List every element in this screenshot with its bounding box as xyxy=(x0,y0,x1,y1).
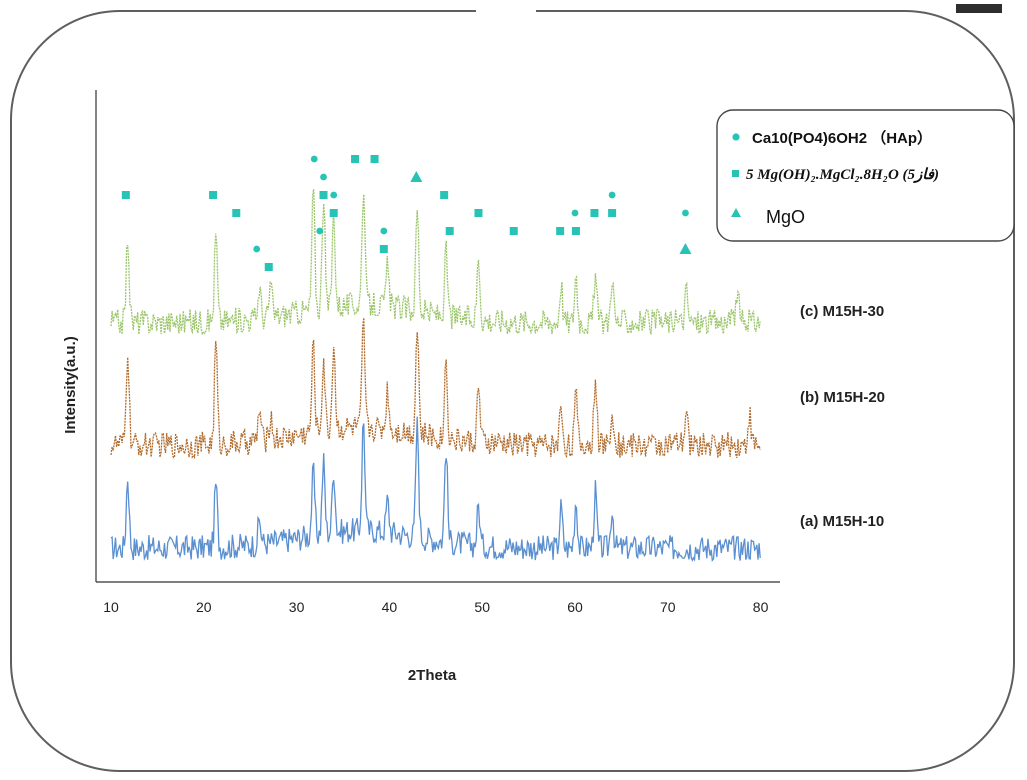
x-tick-label-40: 40 xyxy=(382,599,398,615)
x-tick-label-20: 20 xyxy=(196,599,212,615)
phase-marker-square-14 xyxy=(379,245,388,253)
series-label-b: (b) M15H-20 xyxy=(800,389,885,406)
phase-marker-triangle-27 xyxy=(679,243,692,254)
y-axis-title: Intensity(a.u.) xyxy=(62,336,79,434)
phase-marker-square-2 xyxy=(232,209,241,217)
axes xyxy=(95,90,780,583)
phase-marker-square-20 xyxy=(556,227,565,235)
phase-marker-square-8 xyxy=(319,191,328,199)
phase-marker-circle-26 xyxy=(682,209,689,217)
phase-marker-square-22 xyxy=(571,227,580,235)
series-layer xyxy=(110,189,761,563)
phase-marker-circle-6 xyxy=(316,227,324,235)
series-label-a: (a) M15H-10 xyxy=(800,513,884,530)
phase-marker-square-1 xyxy=(209,191,218,199)
phase-marker-square-16 xyxy=(440,191,449,199)
series-line-c xyxy=(110,189,761,336)
phase-marker-circle-21 xyxy=(571,209,579,217)
phase-marker-square-10 xyxy=(329,209,338,217)
sample-labels: (c) M15H-30 (b) M15H-20 (a) M15H-10 xyxy=(800,303,885,530)
legend: Ca10(PO4)6OH2 （HAp） 5 Mg(OH)₂.MgCl₂.8H₂O… xyxy=(716,109,1015,242)
phase-marker-square-4 xyxy=(264,263,273,271)
phase-marker-circle-5 xyxy=(310,155,318,163)
phase-marker-square-17 xyxy=(445,227,454,235)
phase-marker-circle-7 xyxy=(320,173,327,181)
x-tick-label-60: 60 xyxy=(567,599,583,615)
legend-hap-marker xyxy=(732,133,740,141)
phase-marker-square-0 xyxy=(121,191,130,199)
x-tick-label-80: 80 xyxy=(753,599,769,615)
phase-marker-square-11 xyxy=(351,155,360,163)
legend-mgo-label: MgO xyxy=(766,207,805,227)
x-tick-label-70: 70 xyxy=(660,599,676,615)
x-tick-labels: 10 20 30 40 50 60 70 80 xyxy=(103,599,768,615)
phase-marker-circle-9 xyxy=(330,191,338,199)
frame-tab xyxy=(476,0,1002,14)
marker-layer xyxy=(121,155,692,271)
series-label-c: (c) M15H-30 xyxy=(800,303,884,320)
phase-marker-circle-3 xyxy=(253,245,261,253)
phase-marker-circle-13 xyxy=(380,227,388,235)
legend-hap-label: Ca10(PO4)6OH2 （HAp） xyxy=(752,129,932,147)
legend-box xyxy=(716,109,1015,242)
phase-marker-triangle-15 xyxy=(410,171,423,182)
series-line-b xyxy=(110,317,761,460)
legend-phase5-label: 5 Mg(OH)₂.MgCl₂.8H₂O (5فاز) xyxy=(746,167,939,183)
x-axis-title: 2Theta xyxy=(408,667,457,684)
legend-mgo-marker xyxy=(731,208,741,217)
phase-marker-square-18 xyxy=(474,209,483,217)
phase-marker-circle-24 xyxy=(608,191,616,199)
phase-marker-square-19 xyxy=(509,227,518,235)
phase-marker-square-23 xyxy=(590,209,599,217)
phase-marker-square-12 xyxy=(370,155,379,163)
legend-phase5-marker xyxy=(732,170,739,177)
x-tick-label-50: 50 xyxy=(474,599,490,615)
x-tick-label-30: 30 xyxy=(289,599,305,615)
frame-tab-bar xyxy=(956,4,1002,13)
phase-marker-square-25 xyxy=(608,209,617,217)
series-line-a xyxy=(110,416,761,563)
x-tick-label-10: 10 xyxy=(103,599,119,615)
